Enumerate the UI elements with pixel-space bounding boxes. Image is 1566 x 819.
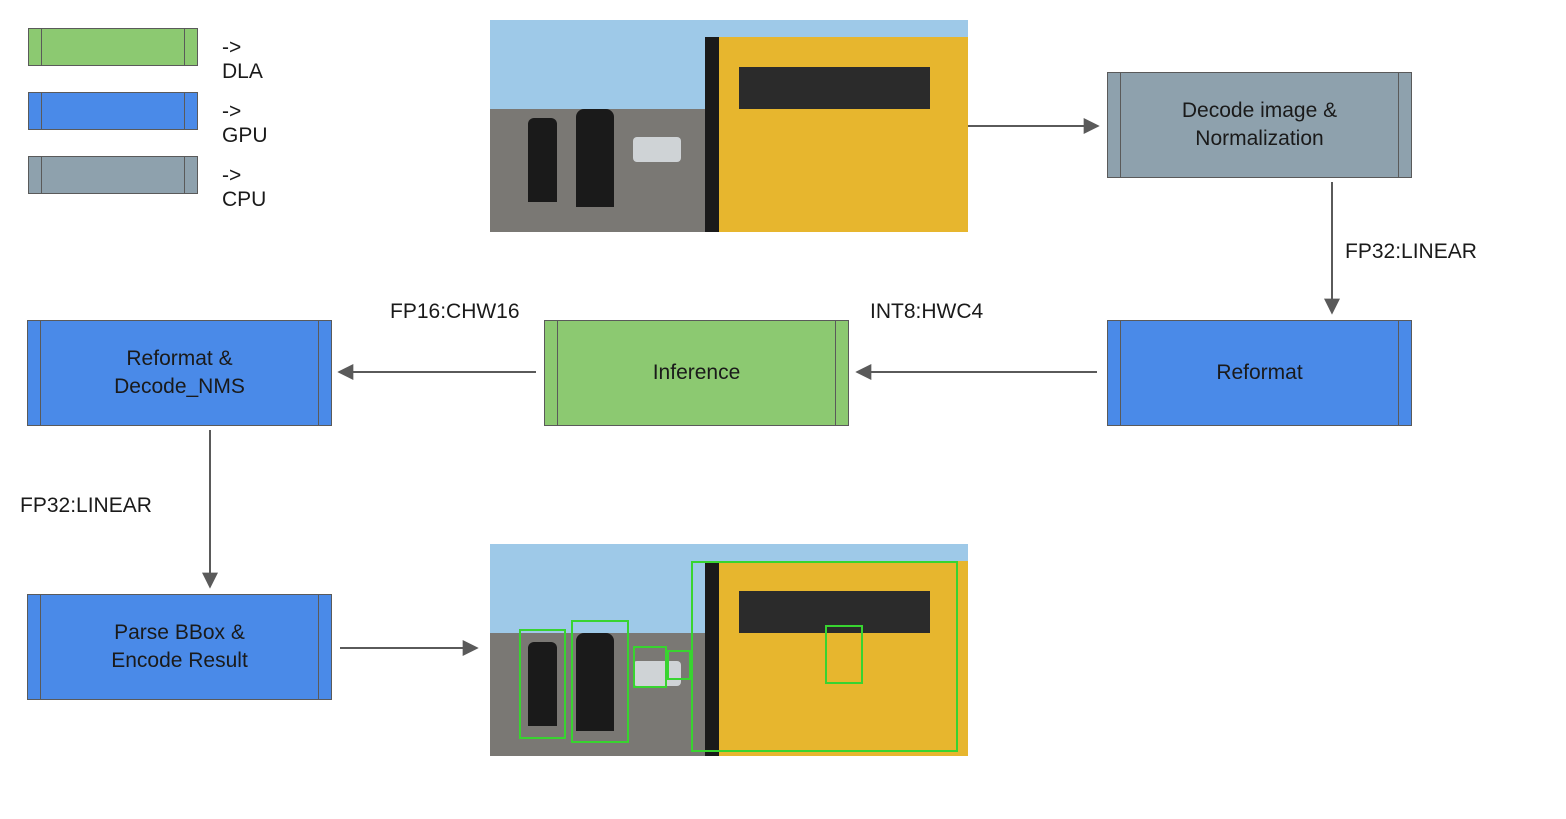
block-inference-label: Inference [653, 359, 741, 387]
input-image [490, 20, 968, 232]
block-parse: Parse BBox &Encode Result [27, 594, 332, 700]
block-decode: Decode image &Normalization [1107, 72, 1412, 178]
block-reformat-nms: Reformat &Decode_NMS [27, 320, 332, 426]
output-image [490, 544, 968, 756]
person-2 [576, 109, 614, 207]
block-reformat: Reformat [1107, 320, 1412, 426]
block-inference: Inference [544, 320, 849, 426]
detection-bbox [571, 620, 628, 743]
detection-bbox [825, 625, 863, 684]
legend-label-gpu: -> GPU [222, 100, 268, 148]
edge-label-fp32-2: FP32:LINEAR [20, 494, 152, 518]
bbox-layer [490, 544, 968, 756]
detection-bbox [667, 650, 691, 680]
bus-windows [739, 67, 930, 109]
edge-label-int8: INT8:HWC4 [870, 300, 983, 324]
person-1 [528, 118, 557, 203]
detection-bbox [519, 629, 567, 739]
block-reformat-nms-label: Reformat &Decode_NMS [114, 345, 245, 402]
detection-bbox [633, 646, 666, 688]
block-parse-label: Parse BBox &Encode Result [111, 619, 248, 676]
legend-swatch-cpu [28, 156, 198, 194]
car [633, 137, 681, 162]
edge-label-fp32-1: FP32:LINEAR [1345, 240, 1477, 264]
block-decode-label: Decode image &Normalization [1182, 97, 1337, 154]
legend-label-cpu: -> CPU [222, 164, 266, 212]
edge-label-fp16: FP16:CHW16 [390, 300, 520, 324]
legend-label-dla: -> DLA [222, 36, 263, 84]
legend-swatch-gpu [28, 92, 198, 130]
legend-swatch-dla [28, 28, 198, 66]
block-reformat-label: Reformat [1216, 359, 1302, 387]
